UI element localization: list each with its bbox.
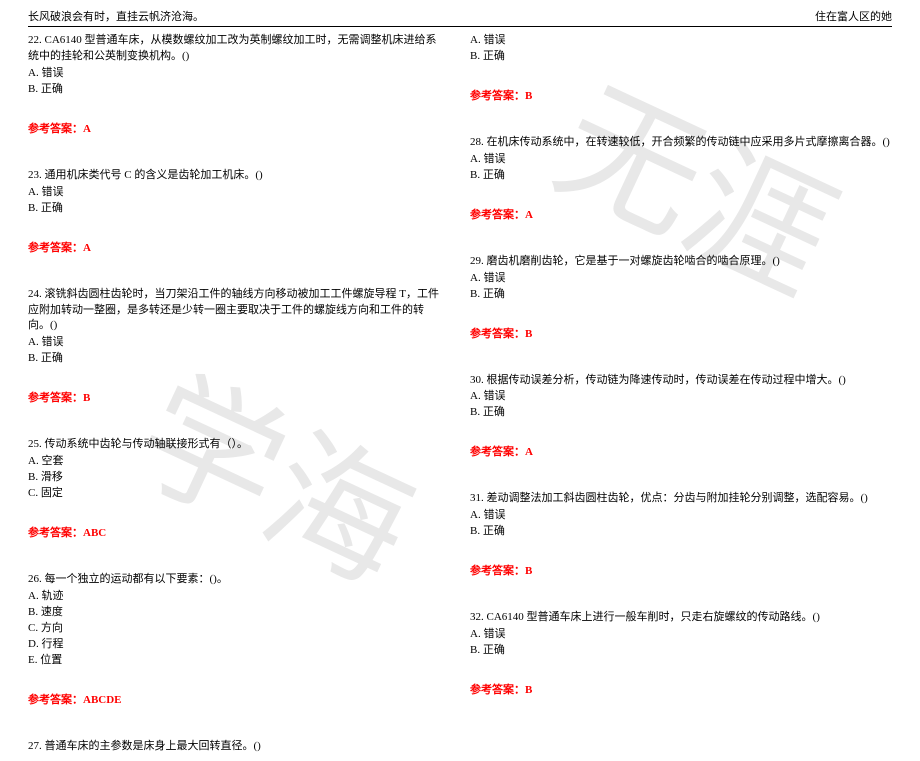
question-block: 32. CA6140 型普通车床上进行一般车削时，只走右旋螺纹的传动路线。()A… (470, 610, 892, 659)
question-option: D. 行程 (28, 637, 442, 653)
question-stem: 22. CA6140 型普通车床，从模数螺纹加工改为英制螺纹加工时，无需调整机床… (28, 33, 442, 65)
question-option: A. 错误 (470, 389, 892, 405)
question-option: A. 错误 (28, 335, 442, 351)
question-stem: 30. 根据传动误差分析，传动链为降速传动时，传动误差在传动过程中增大。() (470, 373, 892, 389)
answer-line: 参考答案：ABCDE (28, 691, 442, 707)
question-option: B. 速度 (28, 605, 442, 621)
answer-line: 参考答案：A (470, 443, 892, 459)
question-option: B. 正确 (28, 201, 442, 217)
question-option: A. 错误 (28, 66, 442, 82)
answer-line: 参考答案：A (470, 206, 892, 222)
question-option: B. 正确 (28, 82, 442, 98)
answer-line: 参考答案：B (28, 389, 442, 405)
answer-line: 参考答案：B (470, 87, 892, 103)
left-column: 22. CA6140 型普通车床，从模数螺纹加工改为英制螺纹加工时，无需调整机床… (28, 33, 460, 761)
question-block: 25. 传动系统中齿轮与传动轴联接形式有（）。A. 空套B. 滑移C. 固定 (28, 437, 442, 502)
page-header: 长风破浪会有时，直挂云帆济沧海。 住在富人区的她 (0, 0, 920, 26)
question-stem: 31. 差动调整法加工斜齿圆柱齿轮，优点：分齿与附加挂轮分别调整，选配容易。() (470, 491, 892, 507)
question-option: A. 错误 (470, 152, 892, 168)
question-block: 22. CA6140 型普通车床，从模数螺纹加工改为英制螺纹加工时，无需调整机床… (28, 33, 442, 98)
question-stem: 32. CA6140 型普通车床上进行一般车削时，只走右旋螺纹的传动路线。() (470, 610, 892, 626)
question-block: 26. 每一个独立的运动都有以下要素：()。A. 轨迹B. 速度C. 方向D. … (28, 572, 442, 669)
answer-line: 参考答案：A (28, 239, 442, 255)
question-block: 29. 磨齿机磨削齿轮，它是基于一对螺旋齿轮啮合的啮合原理。()A. 错误B. … (470, 254, 892, 303)
question-option: A. 错误 (28, 185, 442, 201)
question-option: B. 正确 (470, 49, 892, 65)
question-stem: 23. 通用机床类代号 C 的含义是齿轮加工机床。() (28, 168, 442, 184)
question-option: E. 位置 (28, 653, 442, 669)
right-column: A. 错误B. 正确参考答案：B28. 在机床传动系统中，在转速较低，开合频繁的… (460, 33, 892, 761)
content-columns: 22. CA6140 型普通车床，从模数螺纹加工改为英制螺纹加工时，无需调整机床… (0, 33, 920, 761)
question-option: A. 错误 (470, 271, 892, 287)
question-option: A. 错误 (470, 508, 892, 524)
question-option: B. 正确 (470, 524, 892, 540)
question-option: A. 错误 (470, 627, 892, 643)
question-stem: 26. 每一个独立的运动都有以下要素：()。 (28, 572, 442, 588)
question-option: B. 正确 (470, 168, 892, 184)
answer-line: 参考答案：ABC (28, 524, 442, 540)
question-option: C. 方向 (28, 621, 442, 637)
question-option: B. 正确 (28, 351, 442, 367)
answer-line: 参考答案：B (470, 681, 892, 697)
question-block: A. 错误B. 正确 (470, 33, 892, 65)
question-option: A. 空套 (28, 454, 442, 470)
question-block: 31. 差动调整法加工斜齿圆柱齿轮，优点：分齿与附加挂轮分别调整，选配容易。()… (470, 491, 892, 540)
question-stem: 24. 滚铣斜齿圆柱齿轮时，当刀架沿工件的轴线方向移动被加工工件螺旋导程 T，工… (28, 287, 442, 335)
question-option: C. 固定 (28, 486, 442, 502)
question-option: B. 滑移 (28, 470, 442, 486)
question-option: A. 错误 (470, 33, 892, 49)
question-stem: 27. 普通车床的主参数是床身上最大回转直径。() (28, 739, 442, 755)
question-stem: 28. 在机床传动系统中，在转速较低，开合频繁的传动链中应采用多片式摩擦离合器。… (470, 135, 892, 151)
question-block: 27. 普通车床的主参数是床身上最大回转直径。() (28, 739, 442, 755)
answer-line: 参考答案：B (470, 562, 892, 578)
header-left: 长风破浪会有时，直挂云帆济沧海。 (28, 8, 204, 24)
question-option: B. 正确 (470, 287, 892, 303)
question-option: B. 正确 (470, 405, 892, 421)
header-right: 住在富人区的她 (815, 8, 892, 24)
question-block: 30. 根据传动误差分析，传动链为降速传动时，传动误差在传动过程中增大。()A.… (470, 373, 892, 422)
question-stem: 29. 磨齿机磨削齿轮，它是基于一对螺旋齿轮啮合的啮合原理。() (470, 254, 892, 270)
header-rule (28, 26, 892, 27)
question-block: 28. 在机床传动系统中，在转速较低，开合频繁的传动链中应采用多片式摩擦离合器。… (470, 135, 892, 184)
question-block: 24. 滚铣斜齿圆柱齿轮时，当刀架沿工件的轴线方向移动被加工工件螺旋导程 T，工… (28, 287, 442, 368)
answer-line: 参考答案：A (28, 120, 442, 136)
answer-line: 参考答案：B (470, 325, 892, 341)
question-stem: 25. 传动系统中齿轮与传动轴联接形式有（）。 (28, 437, 442, 453)
question-option: A. 轨迹 (28, 589, 442, 605)
question-block: 23. 通用机床类代号 C 的含义是齿轮加工机床。()A. 错误B. 正确 (28, 168, 442, 217)
